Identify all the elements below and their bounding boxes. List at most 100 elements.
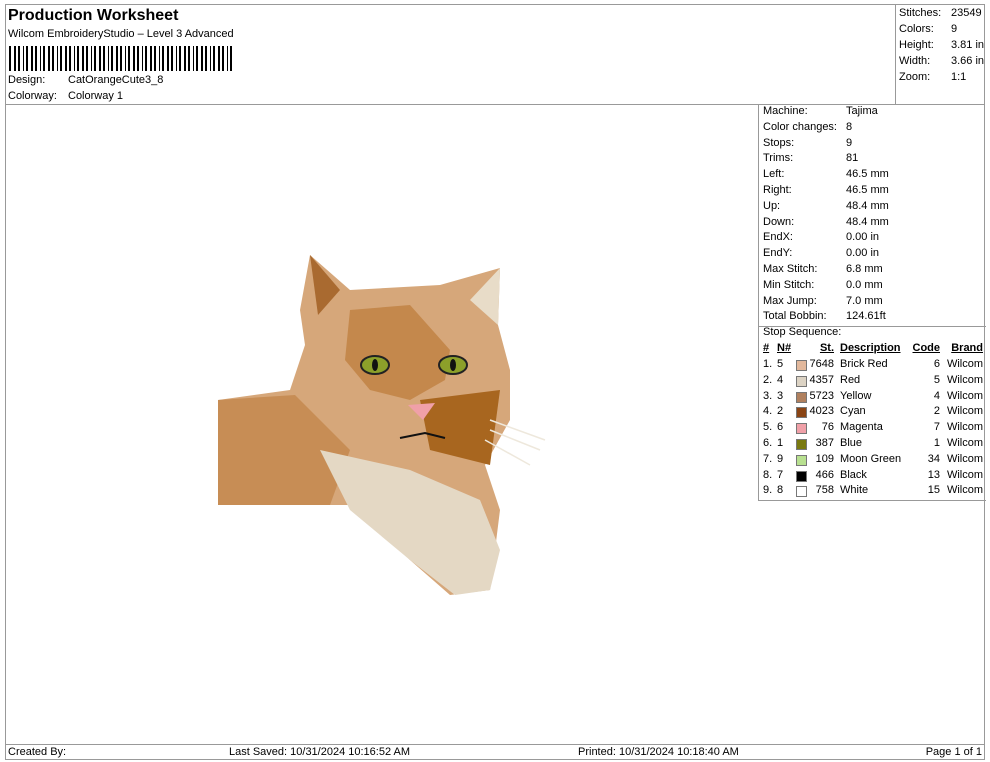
- machine-info-row: Left: 46.5 mm: [763, 168, 889, 180]
- barcode-bar: [163, 46, 165, 71]
- summary-row: Width: 3.66 in: [899, 55, 984, 67]
- needle-number: 1: [777, 437, 784, 449]
- machine-info-panel: Stop Sequence: Machine: Tajima Color chang…: [758, 104, 986, 501]
- summary-label: Zoom:: [899, 71, 931, 83]
- brand: Wilcom: [946, 452, 983, 465]
- barcode-bar: [214, 46, 216, 71]
- created-by: Created By:: [8, 746, 67, 758]
- barcode-bar: [56, 46, 58, 71]
- summary-value: 1:1: [951, 71, 967, 83]
- barcode-bar: [61, 46, 63, 71]
- stop-table-row: 8. 7 466 Black 13 Wilcom: [759, 469, 986, 485]
- stitch-count: 109: [815, 452, 834, 465]
- summary-label: Stitches:: [899, 7, 942, 19]
- barcode-bar: [14, 46, 16, 71]
- worksheet-footer: Created By: Last Saved: 10/31/2024 10:16…: [5, 744, 985, 761]
- stitch-count: 387: [815, 437, 834, 449]
- color-description: White: [840, 484, 869, 497]
- machine-info-row: EndX: 0.00 in: [763, 231, 879, 244]
- divider: [759, 326, 986, 327]
- needle-number: 7: [777, 468, 784, 481]
- needle-number: 3: [777, 389, 784, 402]
- barcode-bar: [27, 46, 29, 71]
- barcode-bar: [52, 46, 54, 71]
- info-value: 46.5 mm: [846, 184, 889, 196]
- design-label: Design:: [8, 74, 46, 86]
- brand: Wilcom: [946, 405, 983, 418]
- color-description: Magenta: [840, 421, 883, 434]
- software-name: Wilcom EmbroideryStudio – Level 3 Advanc…: [8, 28, 234, 40]
- color-code: 2: [933, 405, 940, 418]
- barcode-bar: [116, 46, 118, 71]
- stitch-count: 76: [821, 421, 834, 434]
- color-code: 15: [927, 484, 940, 497]
- brand: Wilcom: [946, 389, 983, 402]
- needle-number: 9: [777, 452, 784, 465]
- stitch-count: 4357: [809, 373, 834, 386]
- info-label: Trims:: [763, 152, 794, 165]
- stop-table-row: 7. 9 109 Moon Green 34 Wilcom: [759, 453, 986, 469]
- worksheet-header: Production Worksheet Wilcom EmbroiderySt…: [5, 4, 985, 105]
- column-header: Description: [840, 342, 901, 354]
- barcode-bar: [44, 46, 46, 71]
- barcode-bar: [180, 46, 182, 71]
- barcode-bar: [201, 46, 203, 71]
- barcode-bar: [69, 46, 71, 71]
- stop-table-row: 2. 4 4357 Red 5 Wilcom: [759, 374, 986, 390]
- color-swatch: [796, 360, 807, 371]
- barcode-bar: [231, 46, 233, 71]
- info-value: 8: [846, 120, 853, 133]
- barcode-bar: [35, 46, 37, 71]
- color-swatch: [796, 423, 807, 435]
- stitch-count: 758: [815, 484, 834, 497]
- barcode-bar: [129, 46, 131, 71]
- machine-info-row: Stops: 9: [763, 136, 852, 149]
- summary-row: Zoom: 1:1: [899, 71, 966, 83]
- color-description: Red: [840, 373, 861, 386]
- info-value: 46.5 mm: [846, 168, 889, 181]
- info-value: Tajima: [846, 105, 878, 117]
- barcode-bar: [18, 46, 20, 71]
- stop-table-header: # N# St. Description Code Brand: [759, 342, 986, 358]
- color-code: 7: [933, 421, 940, 434]
- row-index: 7.: [763, 452, 773, 465]
- colorway-row: Colorway: Colorway 1: [8, 90, 123, 102]
- embroidery-design-preview: [218, 255, 546, 595]
- needle-number: 2: [777, 405, 784, 418]
- column-header: St.: [819, 342, 834, 354]
- stitch-count: 5723: [809, 389, 834, 402]
- color-description: Cyan: [840, 405, 866, 418]
- row-index: 5.: [763, 421, 773, 434]
- color-swatch: [796, 375, 807, 387]
- colorway-value: Colorway 1: [68, 90, 124, 102]
- barcode-bar: [192, 46, 194, 71]
- machine-info-row: EndY: 0.00 in: [763, 247, 879, 260]
- summary-box: Stitches: 23549 Colors: 9 Height: 3.81 in Widt…: [895, 4, 986, 104]
- color-swatch: [796, 486, 807, 498]
- barcode-bar: [124, 46, 126, 71]
- info-label: Max Stitch:: [763, 263, 818, 275]
- info-label: EndY:: [763, 247, 793, 260]
- info-value: 81: [846, 152, 859, 165]
- info-label: EndX:: [763, 231, 793, 244]
- stop-table-row: 6. 1 387 Blue 1 Wilcom: [759, 437, 986, 453]
- machine-info-row: Trims: 81: [763, 152, 858, 165]
- color-description: Yellow: [840, 389, 872, 402]
- color-swatch: [796, 439, 807, 450]
- page-title: Production Worksheet: [8, 7, 179, 24]
- summary-value: 23549: [951, 7, 982, 19]
- machine-info-row: Machine: Tajima: [763, 105, 878, 117]
- info-label: Min Stitch:: [763, 278, 815, 291]
- summary-row: Stitches: 23549: [899, 7, 982, 19]
- stop-table-row: 3. 3 5723 Yellow 4 Wilcom: [759, 390, 986, 406]
- needle-number: 5: [777, 358, 784, 370]
- color-description: Black: [840, 468, 867, 481]
- barcode-bar: [184, 46, 186, 71]
- barcode-bar: [175, 46, 177, 71]
- barcode-bar: [86, 46, 88, 71]
- barcode-bar: [48, 46, 50, 71]
- machine-info-row: Up: 48.4 mm: [763, 200, 889, 212]
- row-index: 9.: [763, 484, 773, 497]
- row-index: 2.: [763, 373, 773, 386]
- info-label: Stops:: [763, 136, 795, 149]
